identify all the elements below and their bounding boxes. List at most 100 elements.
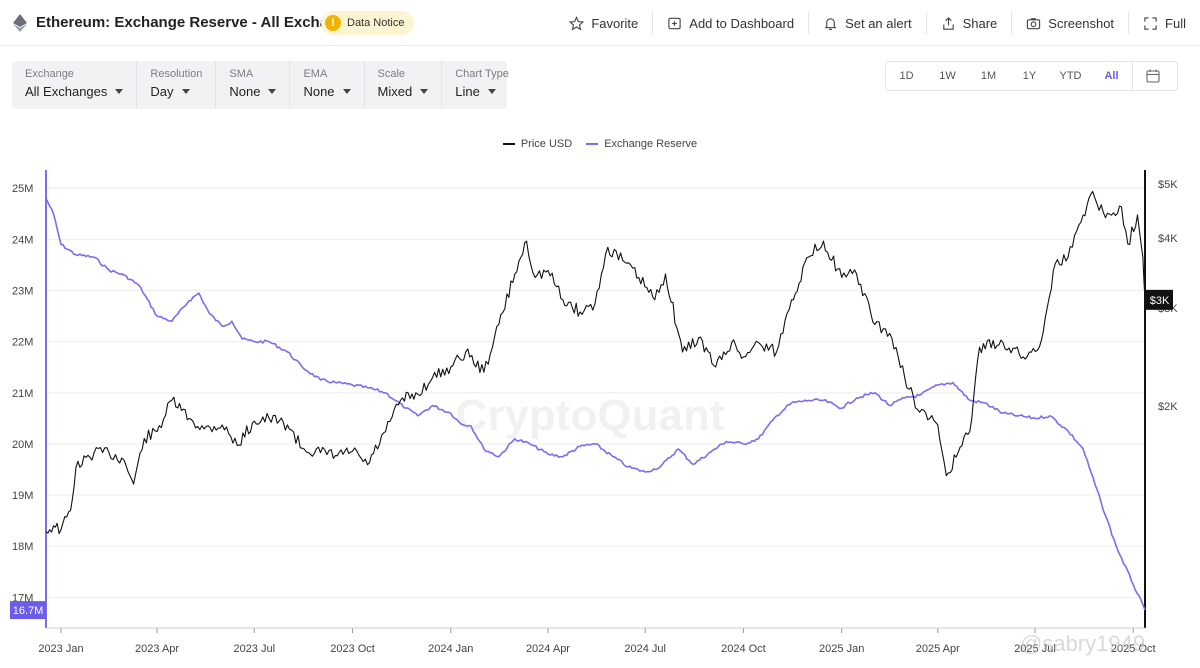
scale-select-label: Scale [377,68,406,80]
add-to-dashboard-label: Add to Dashboard [689,15,795,31]
share-button[interactable]: Share [927,12,1013,34]
footer-watermark: @sabry1949 [1020,631,1146,656]
sma-select[interactable]: SMA None [216,61,291,109]
x-tick-label: 2024 Oct [721,643,766,655]
y-right-tick-label: $4K [1158,233,1178,245]
series-lines [45,190,1146,611]
x-tick-label: 2024 Apr [526,643,570,655]
exchange-select-value: All Exchanges [25,84,108,99]
range-all-button[interactable]: All [1104,70,1119,82]
data-notice-label: Data Notice [347,17,405,29]
chart-type-select-label: Chart Type [455,68,509,80]
chart-area[interactable]: CryptoQuant 25M24M23M22M21M20M19M18M17M$… [0,160,1200,668]
set-alert-label: Set an alert [845,15,912,31]
x-tick-label: 2025 Jan [819,643,864,655]
ema-select-value: None [303,84,335,99]
x-tick-label: 2023 Oct [330,643,375,655]
reserve-legend-swatch [586,143,599,145]
chevron-down-icon [115,89,124,94]
favorite-label: Favorite [591,15,639,31]
page-title: Ethereum: Exchange Reserve - All Exchang… [36,14,364,31]
x-tick-label: 2025 Apr [916,643,960,655]
chevron-down-icon [342,89,351,94]
set-alert-button[interactable]: Set an alert [809,12,927,34]
share-label: Share [962,15,998,31]
data-notice-badge[interactable]: ! Data Notice [321,11,415,35]
exchange-select[interactable]: Exchange All Exchanges [12,61,138,109]
add-dashboard-icon [668,17,681,29]
chart-type-select-value: Line [455,84,480,99]
exchange-select-label: Exchange [25,68,74,80]
reserve-current-value: 16.7M [13,605,44,617]
fullscreen-label: Full [1165,15,1186,31]
ethereum-icon [13,14,27,32]
price-current-value: $3K [1150,295,1170,307]
resolution-select-value: Day [150,84,174,99]
header-actions: Favorite Add to Dashboard Set an alert S… [555,0,1200,46]
chevron-down-icon [420,89,429,94]
y-left-tick-label: 25M [12,183,33,195]
x-tick-label: 2023 Jul [233,643,275,655]
y-left-tick-label: 19M [12,490,33,502]
scale-select[interactable]: Scale Mixed [365,61,443,109]
chart-options-bar: Exchange All Exchanges Resolution Day SM… [12,61,509,109]
time-range-selector: 1D 1W 1M 1Y YTD All [885,61,1178,91]
screenshot-button[interactable]: Screenshot [1012,12,1130,34]
watermark-text: CryptoQuant [456,391,725,440]
y-left-tick-label: 24M [12,234,33,246]
resolution-select-label: Resolution [150,68,203,80]
legend-price-label: Price USD [520,138,573,150]
range-1m-button[interactable]: 1M [980,70,997,82]
x-tick-label: 2025 Oct [1111,643,1156,655]
sma-select-value: None [229,84,261,99]
y-left-tick-label: 20M [12,439,33,451]
x-tick-label: 2023 Apr [135,643,179,655]
screenshot-label: Screenshot [1048,15,1115,31]
axis-labels: 25M24M23M22M21M20M19M18M17M$5K$4K$3K$2K2… [10,179,1178,655]
y-left-tick-label: 21M [12,388,33,400]
legend-item-price[interactable]: Price USD [502,138,573,150]
chart-type-select[interactable]: Chart Type Line [442,61,522,109]
exchange-reserve-line[interactable] [45,198,1146,611]
price-current-badge [1146,289,1173,310]
calendar-icon [1145,69,1160,83]
x-tick-label: 2024 Jul [624,643,666,655]
range-1w-button[interactable]: 1W [939,70,956,82]
y-left-tick-label: 23M [12,286,33,298]
reserve-current-badge [10,601,46,620]
add-to-dashboard-button[interactable]: Add to Dashboard [653,12,810,34]
legend-reserve-label: Exchange Reserve [604,138,698,150]
scale-select-value: Mixed [377,84,413,99]
ema-select[interactable]: EMA None [290,61,365,109]
y-left-tick-label: 18M [12,541,33,553]
ema-select-label: EMA [303,68,328,80]
bell-icon [824,17,837,30]
sma-select-label: SMA [229,68,254,80]
y-right-tick-label: $5K [1158,179,1178,191]
y-left-tick-label: 22M [12,337,33,349]
price-usd-line[interactable] [45,190,1146,535]
x-tick-label: 2023 Jan [38,643,83,655]
resolution-select[interactable]: Resolution Day [137,61,217,109]
chevron-down-icon [268,89,277,94]
price-legend-swatch [502,143,515,145]
calendar-button[interactable] [1132,62,1172,90]
range-1d-button[interactable]: 1D [899,70,914,82]
star-icon [569,15,585,31]
x-tick-label: 2025 Jul [1014,643,1056,655]
chevron-down-icon [487,89,496,94]
camera-icon [1027,17,1041,29]
favorite-button[interactable]: Favorite [555,12,654,34]
chart-legend: Price USD Exchange Reserve [0,138,1200,150]
y-right-tick-label: $2K [1158,401,1178,413]
fullscreen-button[interactable]: Full [1129,12,1200,34]
axes [45,170,1146,633]
fullscreen-icon [1144,16,1157,30]
header-bar: Ethereum: Exchange Reserve - All Exchang… [0,0,1200,46]
x-tick-label: 2024 Jan [428,643,473,655]
chevron-down-icon [181,89,190,94]
range-1y-button[interactable]: 1Y [1022,70,1037,82]
legend-item-reserve[interactable]: Exchange Reserve [586,138,697,150]
share-icon [942,16,954,30]
range-ytd-button[interactable]: YTD [1059,70,1082,82]
